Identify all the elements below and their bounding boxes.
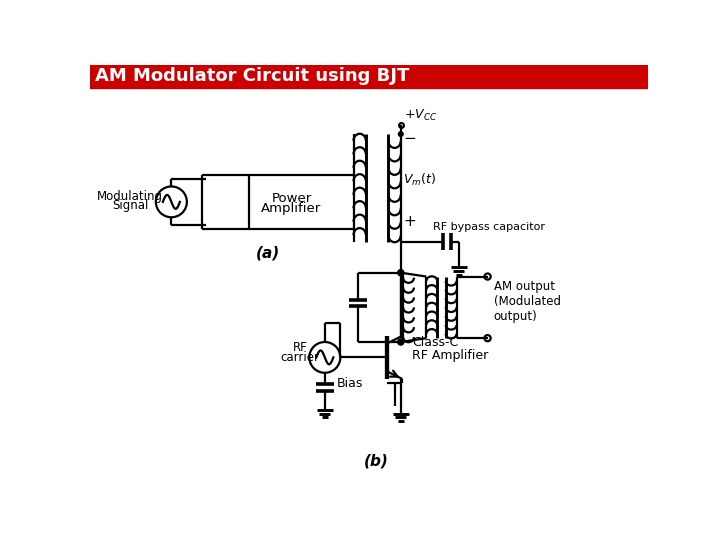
Text: $+V_{CC}$: $+V_{CC}$	[404, 108, 437, 123]
Text: $V_m(t)$: $V_m(t)$	[403, 172, 436, 188]
Text: +: +	[403, 214, 416, 230]
Text: (b): (b)	[364, 453, 390, 468]
Text: carrier: carrier	[281, 351, 320, 364]
Text: RF: RF	[292, 341, 307, 354]
Text: RF Amplifier: RF Amplifier	[413, 349, 489, 362]
Text: RF bypass capacitor: RF bypass capacitor	[433, 221, 545, 232]
Circle shape	[398, 132, 403, 137]
Text: (a): (a)	[256, 245, 280, 260]
Bar	[90, 65, 648, 88]
Text: AM output
(Modulated
output): AM output (Modulated output)	[494, 280, 561, 323]
Text: Power: Power	[271, 192, 312, 205]
Circle shape	[397, 269, 404, 276]
Text: −: −	[403, 131, 416, 146]
Text: Amplifier: Amplifier	[261, 202, 322, 215]
Text: Bias: Bias	[337, 377, 364, 390]
Text: Class-C: Class-C	[413, 336, 459, 349]
Text: AM Modulator Circuit using BJT: AM Modulator Circuit using BJT	[96, 68, 410, 85]
Circle shape	[397, 339, 404, 345]
Text: Signal: Signal	[112, 199, 148, 212]
Text: Modulating: Modulating	[97, 190, 163, 203]
